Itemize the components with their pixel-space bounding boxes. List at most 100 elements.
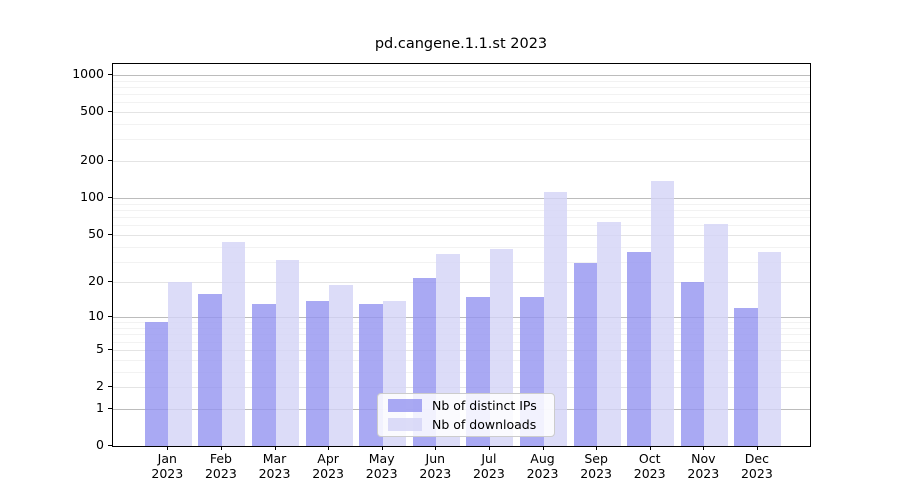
y-axis-tick bbox=[108, 197, 112, 199]
y-tick-label-100: 100 bbox=[80, 189, 104, 205]
bar-apr-distinct-ips bbox=[305, 300, 330, 446]
gridline-10 bbox=[113, 317, 810, 319]
bar-oct-downloads bbox=[650, 180, 675, 446]
y-axis-tick bbox=[108, 445, 112, 446]
gridline-2 bbox=[113, 387, 810, 388]
plot-area: Nb of distinct IPs Nb of downloads bbox=[112, 63, 811, 447]
x-tick-label-jan: Jan 2023 bbox=[151, 451, 184, 481]
gridline-700 bbox=[113, 94, 810, 95]
gridline-7 bbox=[113, 334, 810, 336]
x-axis-tick bbox=[703, 446, 705, 450]
x-tick-label-aug: Aug 2023 bbox=[526, 451, 559, 481]
gridline-800 bbox=[113, 86, 810, 88]
gridline-500 bbox=[113, 112, 810, 113]
x-axis-tick bbox=[488, 446, 490, 450]
gridline-50 bbox=[113, 234, 810, 236]
gridline-70 bbox=[113, 217, 810, 218]
gridline-9 bbox=[113, 322, 810, 324]
x-axis-tick bbox=[596, 446, 598, 450]
y-axis-tick bbox=[108, 73, 112, 75]
x-tick-label-sep: Sep 2023 bbox=[580, 451, 612, 481]
x-axis-tick bbox=[328, 446, 330, 450]
legend: Nb of distinct IPs Nb of downloads bbox=[377, 393, 555, 437]
y-axis-tick bbox=[108, 407, 112, 409]
x-tick-label-dec: Dec 2023 bbox=[740, 451, 773, 481]
bar-mar-downloads bbox=[275, 259, 299, 446]
gridline-100 bbox=[113, 198, 810, 200]
gridline-200 bbox=[113, 161, 810, 163]
gridline-600 bbox=[113, 102, 810, 104]
y-tick-label-5: 5 bbox=[96, 340, 104, 356]
x-tick-label-may: May 2023 bbox=[365, 451, 398, 481]
y-tick-label-10: 10 bbox=[88, 308, 104, 324]
y-tick-label-2: 2 bbox=[96, 378, 104, 393]
bar-nov-distinct-ips bbox=[680, 282, 705, 446]
x-axis-tick bbox=[756, 446, 758, 450]
bar-sep-distinct-ips bbox=[573, 263, 598, 446]
bar-jan-distinct-ips bbox=[144, 322, 169, 446]
y-axis-tick bbox=[108, 233, 112, 235]
gridline-30 bbox=[113, 261, 810, 263]
x-axis-tick bbox=[649, 446, 651, 450]
y-axis-tick bbox=[108, 348, 112, 350]
chart-title: pd.cangene.1.1.st 2023 bbox=[374, 36, 548, 52]
gridline-90 bbox=[113, 203, 810, 205]
gridline-6 bbox=[113, 341, 810, 343]
gridline-60 bbox=[113, 225, 810, 227]
legend-swatch-distinct-ips-icon bbox=[388, 399, 422, 412]
y-tick-label-500: 500 bbox=[80, 103, 104, 118]
x-axis-tick bbox=[274, 446, 276, 450]
legend-item-distinct-ips: Nb of distinct IPs bbox=[378, 398, 554, 413]
y-axis-tick bbox=[108, 111, 112, 112]
bar-jan-downloads bbox=[168, 282, 192, 446]
y-tick-label-20: 20 bbox=[88, 273, 104, 289]
x-tick-label-feb: Feb 2023 bbox=[204, 451, 237, 481]
x-tick-label-jun: Jun 2023 bbox=[419, 451, 452, 481]
legend-label-downloads: Nb of downloads bbox=[432, 417, 537, 432]
y-axis-tick bbox=[108, 160, 112, 162]
x-axis-tick bbox=[381, 446, 383, 450]
bar-feb-distinct-ips bbox=[198, 293, 222, 446]
y-axis-tick bbox=[108, 386, 112, 387]
bar-mar-distinct-ips bbox=[252, 304, 276, 446]
x-axis-tick bbox=[435, 446, 437, 450]
gridline-3 bbox=[113, 371, 810, 373]
y-tick-label-200: 200 bbox=[80, 152, 104, 168]
bar-sep-downloads bbox=[597, 221, 621, 446]
gridline-400 bbox=[113, 124, 810, 125]
bar-dec-downloads bbox=[757, 252, 782, 446]
y-tick-label-1000: 1000 bbox=[72, 65, 104, 81]
x-tick-label-nov: Nov 2023 bbox=[687, 451, 720, 481]
gridline-300 bbox=[113, 139, 810, 141]
bar-may-distinct-ips bbox=[359, 304, 383, 446]
legend-label-distinct-ips: Nb of distinct IPs bbox=[432, 398, 537, 413]
bar-dec-distinct-ips bbox=[734, 308, 758, 446]
bar-oct-distinct-ips bbox=[627, 252, 651, 446]
y-tick-label-1: 1 bbox=[96, 399, 104, 415]
x-axis-tick bbox=[167, 446, 169, 450]
bar-nov-downloads bbox=[704, 224, 728, 446]
gridline-5 bbox=[113, 349, 810, 351]
y-axis-tick bbox=[108, 316, 112, 318]
legend-swatch-downloads-icon bbox=[388, 418, 422, 431]
x-tick-label-mar: Mar 2023 bbox=[258, 451, 291, 481]
gridline-20 bbox=[113, 282, 810, 284]
legend-item-downloads: Nb of downloads bbox=[378, 417, 554, 432]
x-tick-label-oct: Oct 2023 bbox=[633, 451, 666, 481]
gridline-8 bbox=[113, 328, 810, 329]
x-axis-tick bbox=[220, 446, 222, 450]
gridline-80 bbox=[113, 209, 810, 211]
x-tick-label-jul: Jul 2023 bbox=[472, 451, 505, 481]
gridline-1000 bbox=[113, 74, 810, 76]
bar-aug-downloads bbox=[543, 192, 567, 446]
bar-apr-downloads bbox=[329, 285, 353, 446]
x-axis-tick bbox=[542, 446, 544, 450]
y-tick-label-0: 0 bbox=[96, 437, 104, 452]
y-axis-tick bbox=[108, 281, 112, 283]
gridline-4 bbox=[113, 359, 810, 361]
gridline-900 bbox=[113, 80, 810, 82]
bar-feb-downloads bbox=[221, 241, 246, 446]
gridline-40 bbox=[113, 246, 810, 248]
x-tick-label-apr: Apr 2023 bbox=[312, 451, 344, 481]
